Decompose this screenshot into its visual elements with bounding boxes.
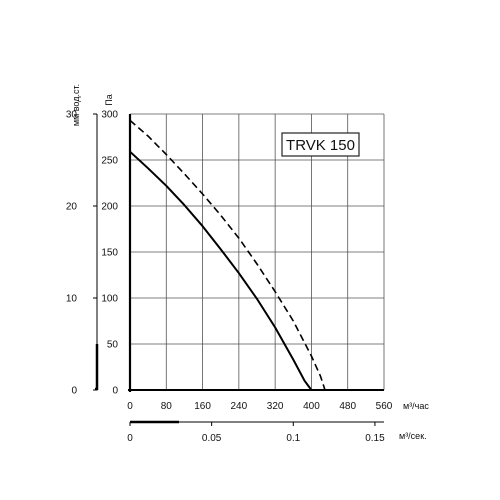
y-tick-label-pa: 200 (101, 202, 118, 213)
y-tick-label-pa: 300 (101, 110, 118, 121)
model-label-box (281, 132, 360, 157)
y-tick-label-mm: 0 (71, 386, 77, 397)
x-axis-m3s-unit: м³/сек. (399, 431, 427, 441)
x-tick-label-m3h: 240 (231, 401, 248, 412)
model-label: TRVK 150 (286, 137, 355, 154)
performance-curve-solid (129, 150, 313, 391)
x-tick-label-m3h: 320 (267, 401, 284, 412)
x-tick-label-m3h: 400 (303, 401, 320, 412)
x-tick-label-m3h: 80 (161, 401, 173, 412)
x-tick-label-m3h: 0 (127, 401, 133, 412)
y-axis-pa-unit: Па (104, 94, 114, 105)
y-tick-label-mm: 30 (66, 110, 78, 121)
x-tick-label-m3h: 480 (339, 401, 356, 412)
x-tick-label-m3s: 0 (127, 433, 133, 444)
x-tick-label-m3h: 160 (194, 401, 211, 412)
x-tick-label-m3h: 560 (376, 401, 393, 412)
x-tick-label-m3s: 0.15 (365, 433, 385, 444)
y-tick-label-mm: 20 (66, 202, 78, 213)
y-axis-mm-unit: мм вод.ст. (71, 84, 81, 126)
y-tick-label-pa: 50 (107, 340, 119, 351)
performance-curve-dashed (129, 119, 326, 391)
y-tick-label-pa: 150 (101, 248, 118, 259)
y-tick-label-pa: 0 (112, 386, 118, 397)
y-tick-label-pa: 100 (101, 294, 118, 305)
x-axis-m3h-unit: м³/час (403, 401, 429, 411)
y-tick-label-pa: 250 (101, 156, 118, 167)
axes: 0 80 160 240 320 400 480 5600501001502002503000… (66, 110, 393, 445)
y-tick-label-mm: 10 (66, 294, 78, 305)
x-tick-label-m3s: 0.1 (286, 433, 300, 444)
x-tick-label-m3s: 0.05 (202, 433, 222, 444)
performance-curves (129, 119, 326, 391)
